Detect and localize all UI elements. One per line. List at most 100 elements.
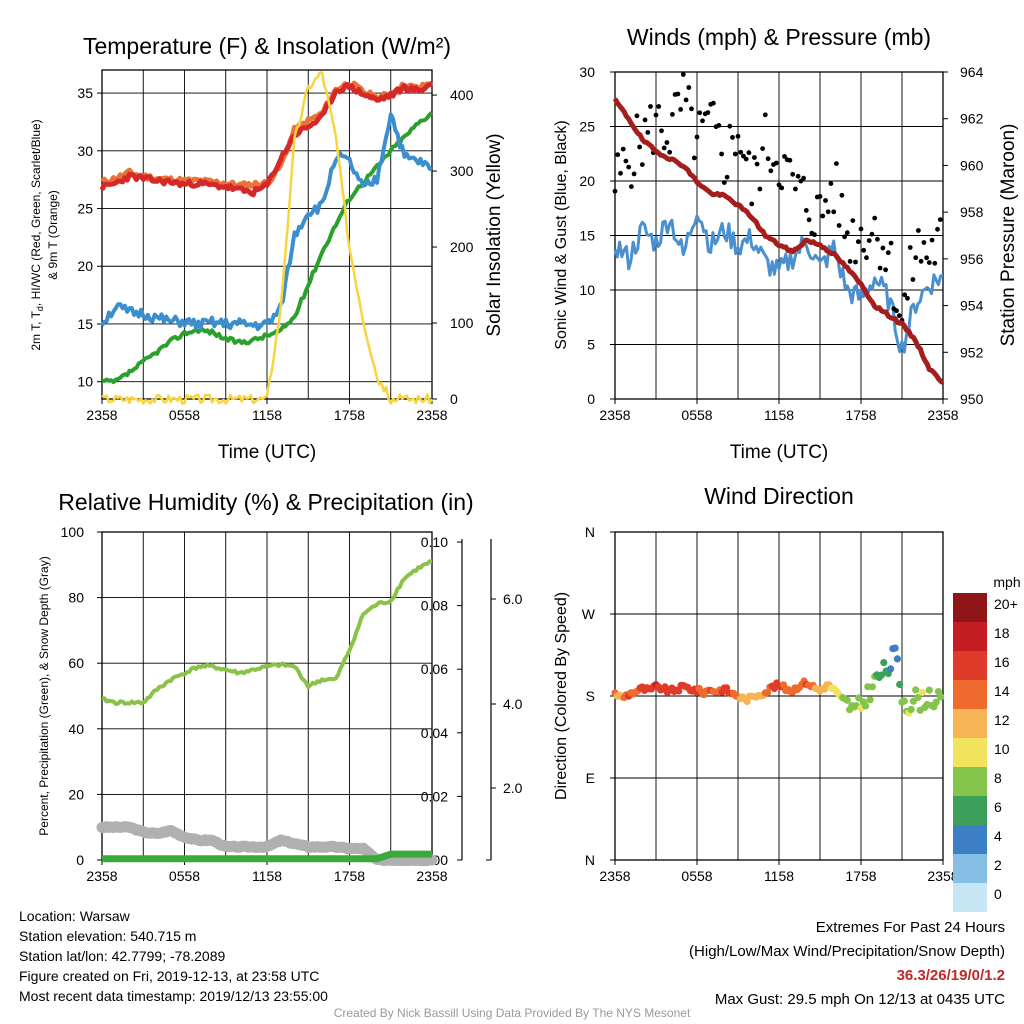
wind-gust-point: [719, 151, 724, 157]
wind-gust-point: [757, 186, 763, 192]
winds-ytick-label: 25: [579, 119, 595, 135]
winds-ytick-label: 30: [579, 64, 595, 80]
wind-gust-point: [801, 175, 806, 181]
wind-gust-point: [664, 140, 670, 145]
wind-gust-point: [678, 107, 683, 112]
wind-gust-point: [888, 240, 894, 246]
wind-gust-point: [626, 164, 632, 170]
wind-direction-point: [880, 659, 888, 667]
wind-gust-point: [921, 240, 927, 245]
precip-ytick-label: 0.08: [421, 598, 448, 614]
temp-xtick-label: 2358: [416, 407, 447, 423]
wind-direction-point: [937, 693, 945, 701]
wind-gust-point: [653, 112, 659, 118]
temp-xlabel: Time (UTC): [218, 442, 317, 463]
temp-xtick-label: 2358: [86, 407, 117, 423]
wind-gust-point: [935, 226, 940, 232]
wind-direction-point: [918, 688, 927, 697]
winds-ytick-label: 5: [587, 337, 595, 353]
wind-gust-point: [716, 123, 722, 128]
wind-gust-point: [806, 217, 812, 223]
rh-ylabel: Percent, Precipitation (Green), & Snow D…: [37, 556, 51, 835]
insolation-ytick-label: 100: [450, 315, 474, 331]
temp-ylabel: 2m T, Td, HI/WC (Red, Green, Scarlet/Blu…: [29, 119, 45, 350]
wind-direction-point: [675, 687, 683, 695]
colorbar-swatch: [953, 883, 987, 912]
wind-gust-point: [855, 239, 861, 245]
dir-ylabel: Direction (Colored By Speed): [553, 592, 570, 800]
wind-gust-point: [853, 259, 858, 265]
temp-series-line: [101, 71, 434, 405]
winds-panel: 0 5 10 15 20 25 30 950 952 954 956 958 960 962 964 2358…: [553, 24, 1019, 463]
colorbar-label: 16: [994, 654, 1010, 670]
colorbar-label: 8: [994, 770, 1002, 786]
rh-xtick-label: 0558: [169, 868, 200, 884]
winds-ytick-label: 15: [579, 228, 595, 244]
colorbar-label: 18: [994, 625, 1010, 641]
wind-gust-point: [905, 295, 910, 301]
wind-gust-point: [820, 213, 826, 219]
wind-gust-point: [639, 162, 645, 168]
colorbar-swatch: [953, 680, 987, 709]
location-text: Location: Warsaw: [19, 908, 130, 924]
wind-gust-point: [694, 134, 700, 140]
pressure-ylabel: Station Pressure (Maroon): [998, 124, 1019, 347]
rh-xtick-label: 1158: [252, 868, 282, 884]
rh-ytick-label: 0: [76, 852, 84, 868]
pressure-ytick-label: 958: [960, 204, 984, 220]
colorbar-swatch: [953, 651, 987, 680]
wind-gust-point: [926, 260, 932, 265]
temperature-panel: 10 15 20 25 30 35 0 100 200 300 400 2358 0558 1158 175…: [29, 33, 505, 463]
temp-series-line: [101, 111, 434, 385]
pressure-line: [612, 97, 945, 385]
wind-gust-point: [834, 161, 839, 167]
wind-gust-point: [773, 160, 779, 166]
extremes-info: Extremes For Past 24 Hours (High/Low/Max…: [689, 916, 1005, 1012]
wind-gust-point: [861, 247, 867, 253]
wind-speed-line: [613, 214, 943, 354]
pressure-ytick-label: 960: [960, 157, 984, 173]
wind-gust-point: [752, 155, 757, 160]
wind-gust-point: [828, 181, 834, 187]
snow-ytick-label: 6.0: [503, 591, 523, 607]
rh-ytick-label: 60: [68, 655, 84, 671]
temp-series-line: [100, 112, 433, 332]
winds-ytick-label: 0: [587, 391, 595, 407]
wind-direction-point: [868, 683, 877, 691]
temp-ytick-label: 35: [77, 85, 93, 101]
wind-gust-point: [705, 110, 711, 115]
temp-ytick-label: 25: [77, 201, 93, 217]
wind-direction-point: [764, 688, 772, 697]
temp-series-line: [99, 81, 433, 198]
wind-gust-point: [812, 232, 817, 238]
precipitation-line: [100, 850, 434, 863]
wind-gust-point: [645, 130, 651, 135]
colorbar-swatch: [953, 709, 987, 738]
insolation-ytick-label: 200: [450, 239, 474, 255]
snow-ytick-label: 4.0: [503, 696, 523, 712]
temp-ylabel-line2: & 9m T (Orange): [46, 190, 60, 280]
colorbar-label: 4: [994, 828, 1002, 844]
humidity-line: [101, 559, 433, 706]
temp-xtick-label: 1758: [334, 407, 365, 423]
pressure-ytick-label: 952: [960, 344, 984, 360]
wind-gust-point: [642, 117, 648, 123]
snow-ytick-label: 2.0: [503, 780, 523, 796]
wind-gust-point: [872, 215, 878, 221]
dir-xtick-label: 2358: [599, 868, 630, 884]
wind-gust-point: [850, 218, 856, 224]
wind-gust-point: [885, 250, 891, 256]
wind-gust-point: [864, 255, 869, 261]
colorbar-swatch: [953, 796, 987, 825]
wind-gust-point: [711, 100, 716, 106]
wind-gust-point: [631, 171, 637, 177]
wind-gust-point: [686, 85, 692, 90]
wind-direction-point: [887, 665, 895, 673]
wind-direction-point: [843, 696, 851, 704]
wind-gust-point: [842, 234, 847, 240]
temp-ytick-label: 30: [77, 143, 93, 159]
wind-gust-point: [618, 170, 623, 176]
extremes-title: Extremes For Past 24 Hours: [815, 919, 1005, 936]
